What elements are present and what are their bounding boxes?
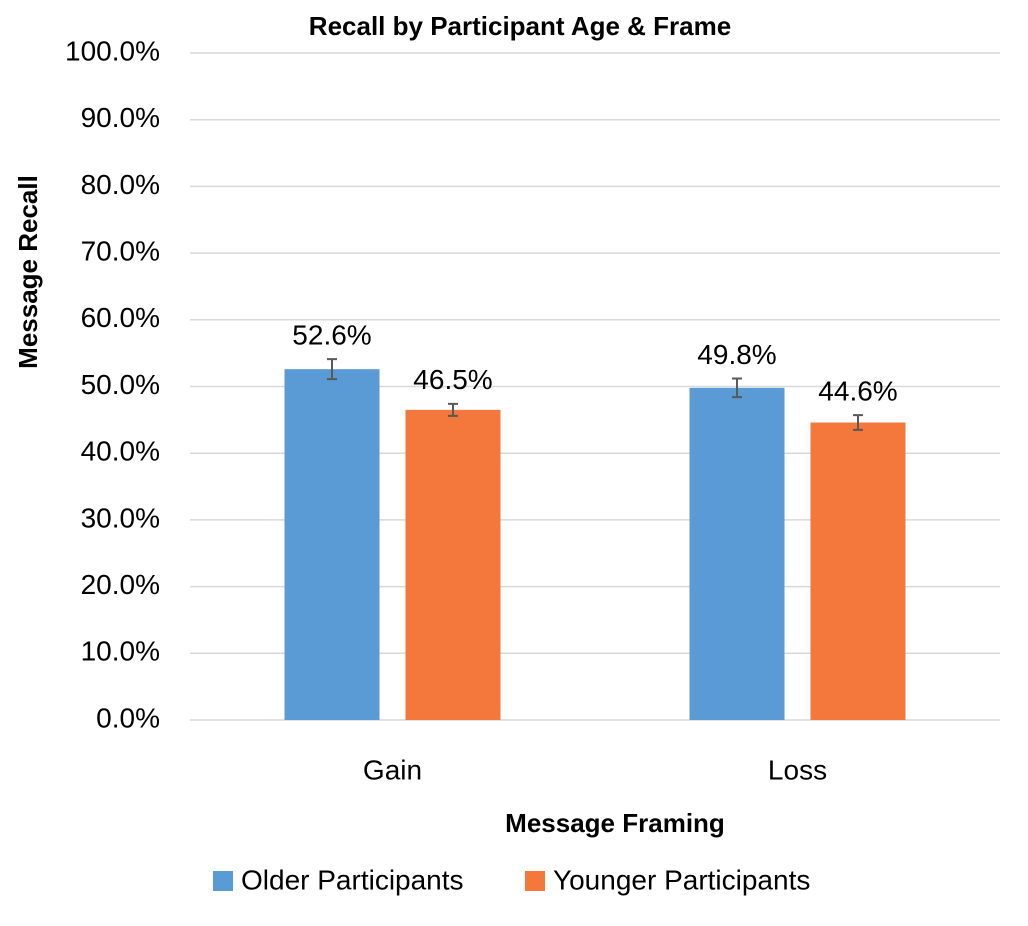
y-tick-label: 40.0%: [81, 436, 160, 467]
legend-label: Older Participants: [241, 864, 464, 895]
y-tick-label: 90.0%: [81, 102, 160, 133]
bar: [284, 369, 380, 720]
x-tick-label: Loss: [768, 754, 827, 785]
y-tick-label: 30.0%: [81, 502, 160, 533]
y-tick-label: 70.0%: [81, 235, 160, 266]
y-tick-label: 80.0%: [81, 169, 160, 200]
y-tick-label: 50.0%: [81, 369, 160, 400]
legend-swatch: [213, 871, 233, 891]
y-tick-label: 0.0%: [96, 702, 160, 733]
y-tick-label: 60.0%: [81, 302, 160, 333]
x-axis-label: Message Framing: [505, 808, 725, 838]
data-label: 49.8%: [697, 339, 776, 370]
error-bar: [732, 377, 742, 399]
legend-label: Younger Participants: [553, 864, 810, 895]
data-label: 44.6%: [818, 376, 897, 407]
data-label: 52.6%: [292, 320, 371, 351]
y-tick-label: 10.0%: [81, 636, 160, 667]
data-label: 46.5%: [413, 364, 492, 395]
error-bar: [448, 402, 458, 417]
x-tick-label: Gain: [363, 754, 422, 785]
legend-swatch: [525, 871, 545, 891]
error-bar: [853, 414, 863, 431]
y-axis-label: Message Recall: [13, 175, 43, 369]
y-tick-label: 100.0%: [65, 35, 160, 66]
chart-title: Recall by Participant Age & Frame: [309, 11, 731, 41]
bar: [405, 409, 501, 720]
bar: [810, 422, 906, 720]
bar: [689, 387, 785, 720]
error-bar: [327, 358, 337, 381]
y-tick-label: 20.0%: [81, 569, 160, 600]
